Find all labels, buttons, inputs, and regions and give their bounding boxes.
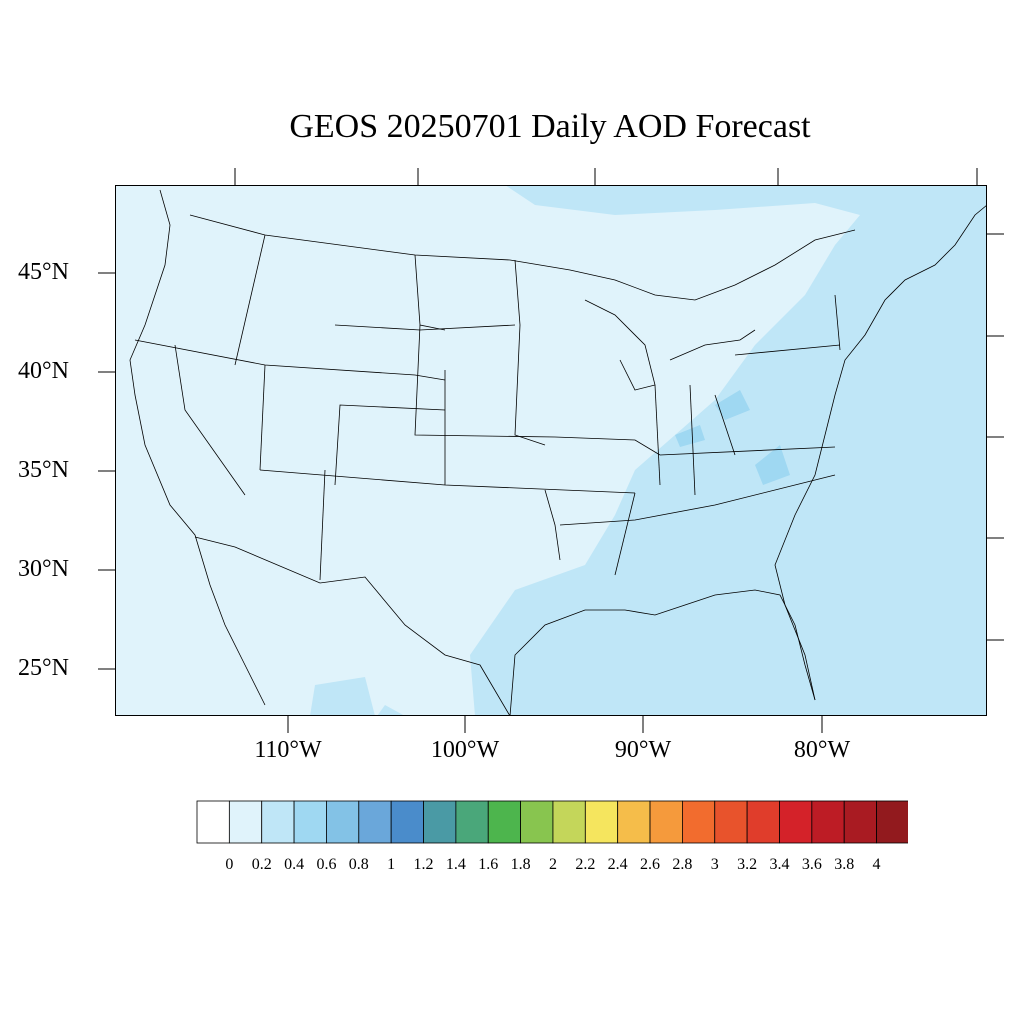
aod-high-regions [675, 390, 790, 485]
colorbar-swatch [552, 800, 586, 844]
lon-label-80w: 80°W [793, 737, 851, 763]
colorbar-tick-label: 2.2 [575, 856, 596, 873]
lon-label-110w: 110°W [254, 737, 322, 763]
boundaries [129, 189, 987, 716]
colorbar-swatch [520, 800, 554, 844]
colorbar-tick-label: 2.4 [607, 856, 628, 873]
lat-label-30: 30°N [18, 556, 69, 582]
colorbar-swatch [843, 800, 877, 844]
colorbar-swatch [390, 800, 424, 844]
colorbar-swatch [358, 800, 392, 844]
colorbar-swatch [196, 800, 230, 844]
colorbar-tick-label: 4 [872, 856, 881, 873]
colorbar-swatch [876, 800, 908, 844]
colorbar-tick-label: 1.6 [478, 856, 499, 873]
lat-label-45: 45°N [18, 259, 69, 285]
lon-label-100w: 100°W [430, 737, 500, 763]
colorbar-tick-label: 0.6 [316, 856, 337, 873]
colorbar-tick-label: 0.2 [251, 856, 272, 873]
map-title: GEOS 20250701 Daily AOD Forecast [289, 108, 811, 145]
colorbar-tick-label: 3.2 [737, 856, 758, 873]
colorbar-swatch [649, 800, 683, 844]
colorbar-swatch [228, 800, 263, 844]
colorbar-tick-label: 3.6 [801, 856, 822, 873]
lat-label-40: 40°N [18, 358, 69, 384]
colorbar-swatch [423, 800, 457, 844]
colorbar [196, 800, 908, 844]
colorbar-swatch [455, 800, 489, 844]
colorbar-tick-label: 1.8 [510, 856, 531, 873]
colorbar-tick-label: 1.4 [445, 856, 466, 873]
colorbar-tick-label: 2 [548, 856, 557, 873]
lon-label-90w: 90°W [614, 737, 672, 763]
colorbar-swatch [714, 800, 748, 844]
colorbar-tick-label: 3.8 [834, 856, 855, 873]
aod-map [115, 185, 987, 716]
colorbar-tick-label: 0.8 [348, 856, 369, 873]
colorbar-swatch [326, 800, 360, 844]
colorbar-swatch [293, 800, 327, 844]
colorbar-swatch [779, 800, 813, 844]
colorbar-swatch [487, 800, 521, 844]
colorbar-tick-label: 2.6 [640, 856, 661, 873]
aod-elevated-regions [310, 185, 987, 716]
colorbar-swatch [617, 800, 651, 844]
colorbar-swatch [261, 800, 295, 844]
colorbar-swatch [746, 800, 780, 844]
colorbar-swatch [811, 800, 845, 844]
lat-label-25: 25°N [18, 655, 69, 681]
colorbar-tick-label: 3 [710, 856, 719, 873]
colorbar-tick-label: 2.8 [672, 856, 693, 873]
colorbar-tick-label: 1 [387, 856, 396, 873]
colorbar-tick-label: 0 [225, 856, 234, 873]
colorbar-tick-label: 1.2 [413, 856, 434, 873]
colorbar-tick-label: 3.4 [769, 856, 790, 873]
colorbar-swatch [584, 800, 619, 844]
map-border [115, 185, 987, 716]
colorbar-swatch [681, 800, 716, 844]
colorbar-tick-label: 0.4 [284, 856, 305, 873]
lat-label-35: 35°N [18, 457, 69, 483]
